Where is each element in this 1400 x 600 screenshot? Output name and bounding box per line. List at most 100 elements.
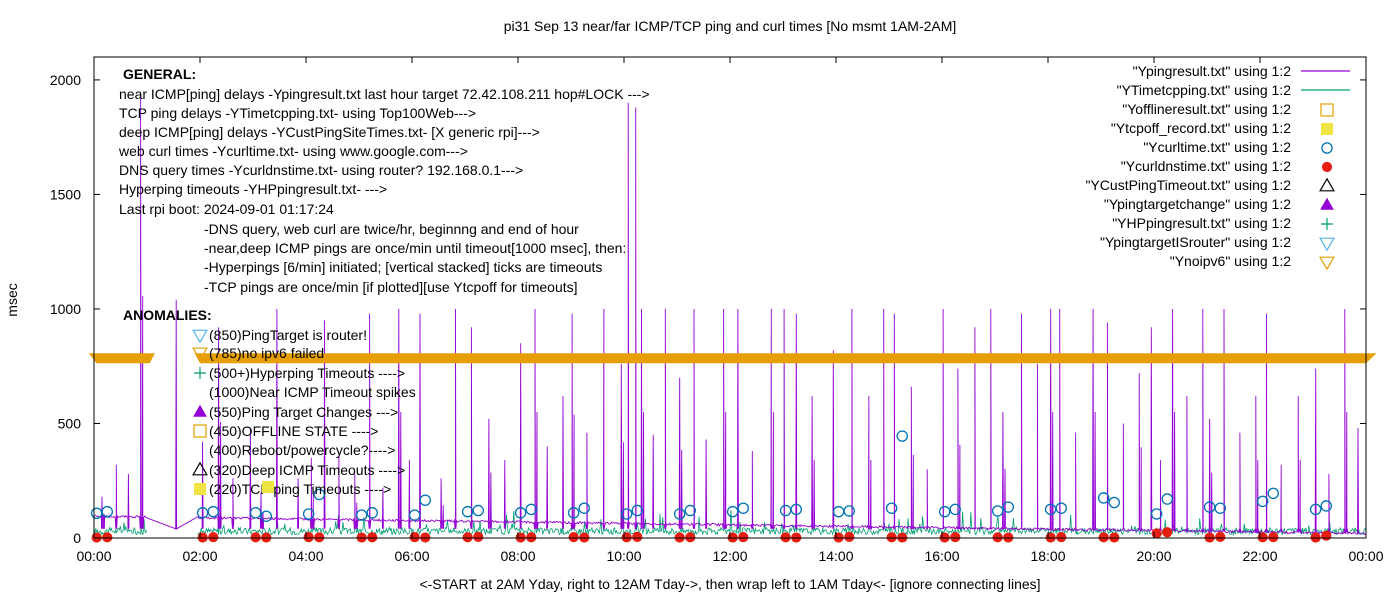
y-axis-label: msec xyxy=(4,283,20,316)
legend-swatch xyxy=(1319,256,1335,271)
curl-time-point xyxy=(737,502,750,514)
x-tick-label: 20:00 xyxy=(1136,548,1171,564)
title-layer: pi31 Sep 13 near/far ICMP/TCP ping and c… xyxy=(4,18,1041,592)
dns-time-point xyxy=(621,532,632,543)
curl-time-point xyxy=(525,503,538,516)
dns-time-point xyxy=(632,531,643,542)
x-tick-label: 00:00 xyxy=(76,548,111,564)
curl-time-point xyxy=(355,509,368,521)
curl-time-point xyxy=(896,430,909,442)
dns-time-point xyxy=(250,532,261,543)
anomaly-marker xyxy=(194,483,206,495)
curl-time-point xyxy=(1214,502,1227,514)
x-axis-label: <-START at 2AM Yday, right to 12AM Tday-… xyxy=(419,576,1040,592)
curl-time-point xyxy=(90,507,103,520)
anomaly-marker xyxy=(193,424,207,438)
anomalies-heading: ANOMALIES: xyxy=(123,307,212,323)
curl-time-point xyxy=(408,509,421,521)
x-tick-label: 02:00 xyxy=(182,548,217,564)
dns-time-point xyxy=(462,532,473,543)
dns-time-point xyxy=(303,531,314,543)
dns-time-point xyxy=(738,531,749,543)
y-tick-label: 500 xyxy=(58,415,82,431)
legend-label: "Ypingresult.txt" using 1:2 xyxy=(1133,63,1292,79)
dns-time-point xyxy=(1098,532,1109,543)
curl-time-point xyxy=(1267,487,1280,500)
x-tick-label: 00:00 xyxy=(1348,548,1383,564)
dns-time-point xyxy=(409,531,420,543)
legend-swatch xyxy=(1319,177,1335,192)
curl-time-point xyxy=(631,504,644,517)
y-tick-label: 1500 xyxy=(50,186,81,202)
dns-time-point xyxy=(1162,527,1173,538)
legend-label: "Ytcpoff_record.txt" using 1:2 xyxy=(1111,120,1291,136)
legend-swatch xyxy=(1320,197,1334,210)
x-tick-label: 06:00 xyxy=(394,548,429,564)
curl-time-point xyxy=(885,502,898,514)
dns-time-point xyxy=(886,532,897,543)
curl-time-point xyxy=(726,505,739,518)
dns-time-point xyxy=(685,532,696,543)
general-line: -near,deep ICMP pings are once/min until… xyxy=(204,240,626,256)
x-tick-label: 12:00 xyxy=(712,548,747,564)
curl-time-point xyxy=(832,505,845,518)
general-line: Last rpi boot: 2024-09-01 01:17:24 xyxy=(119,201,334,217)
x-tick-label: 14:00 xyxy=(818,548,853,564)
legend-swatch xyxy=(1320,103,1334,117)
anomaly-line: (1000)Near ICMP Timeout spikes xyxy=(209,384,416,400)
curl-time-point xyxy=(949,503,962,516)
tcp-timeout-point xyxy=(262,481,274,493)
curl-time-point xyxy=(366,507,378,519)
general-line: -TCP pings are once/min [if plotted][use… xyxy=(204,279,578,295)
dns-time-point xyxy=(1151,528,1162,539)
dns-time-point xyxy=(780,532,791,543)
legend-label: "Yofflineresult.txt" using 1:2 xyxy=(1122,101,1291,117)
y-tick-label: 2000 xyxy=(50,72,81,88)
curl-time-point xyxy=(260,510,272,522)
anomaly-line: (785)no ipv6 failed xyxy=(209,345,324,361)
dns-time-point xyxy=(1257,532,1268,543)
x-tick-label: 04:00 xyxy=(288,548,323,564)
anomaly-line: (850)PingTarget is router! xyxy=(209,327,367,343)
x-tick-label: 10:00 xyxy=(606,548,641,564)
curl-time-point xyxy=(1150,508,1163,520)
general-line: Hyperping timeouts -YHPpingresult.txt- -… xyxy=(119,181,387,197)
legend-label: "Ypingtargetchange" using 1:2 xyxy=(1104,196,1291,212)
ping-line xyxy=(93,98,1367,536)
anomaly-line: (550)Ping Target Changes ---> xyxy=(209,404,398,420)
general-line: -Hyperpings [6/min] initiated; [vertical… xyxy=(204,259,602,275)
anomaly-marker xyxy=(192,347,208,362)
legend-label: "YHPpingresult.txt" using 1:2 xyxy=(1112,215,1291,231)
curl-time-point xyxy=(567,507,580,519)
general-line: DNS query times -Ycurldnstime.txt- using… xyxy=(119,162,523,178)
anomaly-line: (320)Deep ICMP Timeouts ----> xyxy=(209,462,405,478)
anomaly-marker xyxy=(192,461,208,476)
x-tick-label: 18:00 xyxy=(1030,548,1065,564)
dns-time-point xyxy=(208,531,219,543)
general-line: -DNS query, web curl are twice/hr, begin… xyxy=(204,221,579,237)
legend-label: "Ycurltime.txt" using 1:2 xyxy=(1143,139,1291,155)
curl-time-point xyxy=(1309,503,1322,516)
legend-swatch xyxy=(1321,161,1333,173)
noipv6-band-left xyxy=(88,353,155,364)
curl-time-point xyxy=(938,505,951,518)
curl-time-point xyxy=(620,508,633,520)
dns-time-point xyxy=(950,531,961,543)
x-tick-label: 22:00 xyxy=(1242,548,1277,564)
legend-label: "YTimetcpping.txt" using 1:2 xyxy=(1117,82,1292,98)
dns-time-point xyxy=(1056,531,1067,543)
anomaly-marker xyxy=(193,404,207,417)
general-line: TCP ping delays -YTimetcpping.txt- using… xyxy=(119,105,476,121)
legend-label: "Ynoipv6" using 1:2 xyxy=(1170,253,1291,269)
chart-title: pi31 Sep 13 near/far ICMP/TCP ping and c… xyxy=(504,18,957,34)
curl-time-point xyxy=(578,502,591,514)
curl-time-point xyxy=(1097,492,1110,504)
curl-time-point xyxy=(249,507,262,519)
curl-time-point xyxy=(419,494,431,506)
dns-time-point xyxy=(992,532,1003,543)
curl-time-point xyxy=(472,504,484,517)
general-line: near ICMP[ping] delays -Ypingresult.txt … xyxy=(119,86,650,102)
anomaly-line: (500+)Hyperping Timeouts ----> xyxy=(209,365,405,381)
anomaly-line: (450)OFFLINE STATE ----> xyxy=(209,423,378,439)
